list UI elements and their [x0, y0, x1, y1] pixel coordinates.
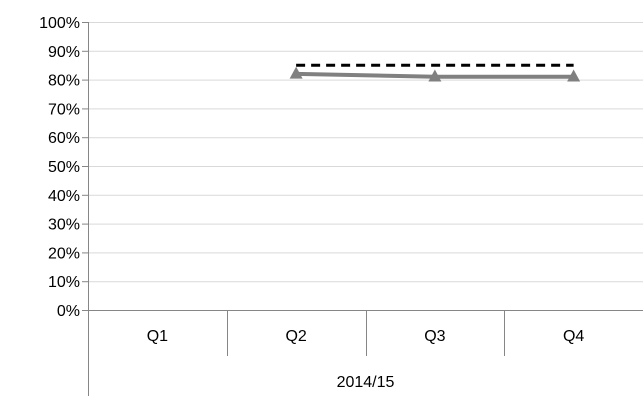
data-point-marker — [289, 66, 303, 79]
y-tick-label: 70% — [48, 101, 80, 118]
axes — [82, 22, 643, 396]
x-category-label: Q3 — [424, 328, 445, 345]
y-tick-label: 50% — [48, 159, 80, 176]
y-tick-label: 60% — [48, 130, 80, 147]
y-tick-label: 80% — [48, 73, 80, 90]
y-tick-label: 20% — [48, 245, 80, 262]
data-point-marker — [567, 69, 581, 82]
x-category-label: Q4 — [563, 328, 584, 345]
x-category-label: Q1 — [147, 328, 168, 345]
x-axis-category-labels: Q1 Q2 Q3 Q4 2014/15 — [147, 328, 585, 391]
y-tick-label: 10% — [48, 274, 80, 291]
y-tick-label: 90% — [48, 44, 80, 61]
x-group-label: 2014/15 — [337, 374, 395, 391]
y-axis-tick-labels: 0% 10% 20% 30% 40% 50% 60% 70% 80% 90% 100% — [39, 15, 80, 320]
data-point-marker — [428, 69, 442, 82]
y-tick-label: 40% — [48, 188, 80, 205]
y-tick-label: 30% — [48, 217, 80, 234]
y-tick-label: 0% — [57, 303, 80, 320]
series-lines — [289, 63, 581, 82]
gridlines — [88, 22, 643, 283]
y-tick-label: 100% — [39, 15, 80, 32]
x-category-label: Q2 — [285, 328, 306, 345]
